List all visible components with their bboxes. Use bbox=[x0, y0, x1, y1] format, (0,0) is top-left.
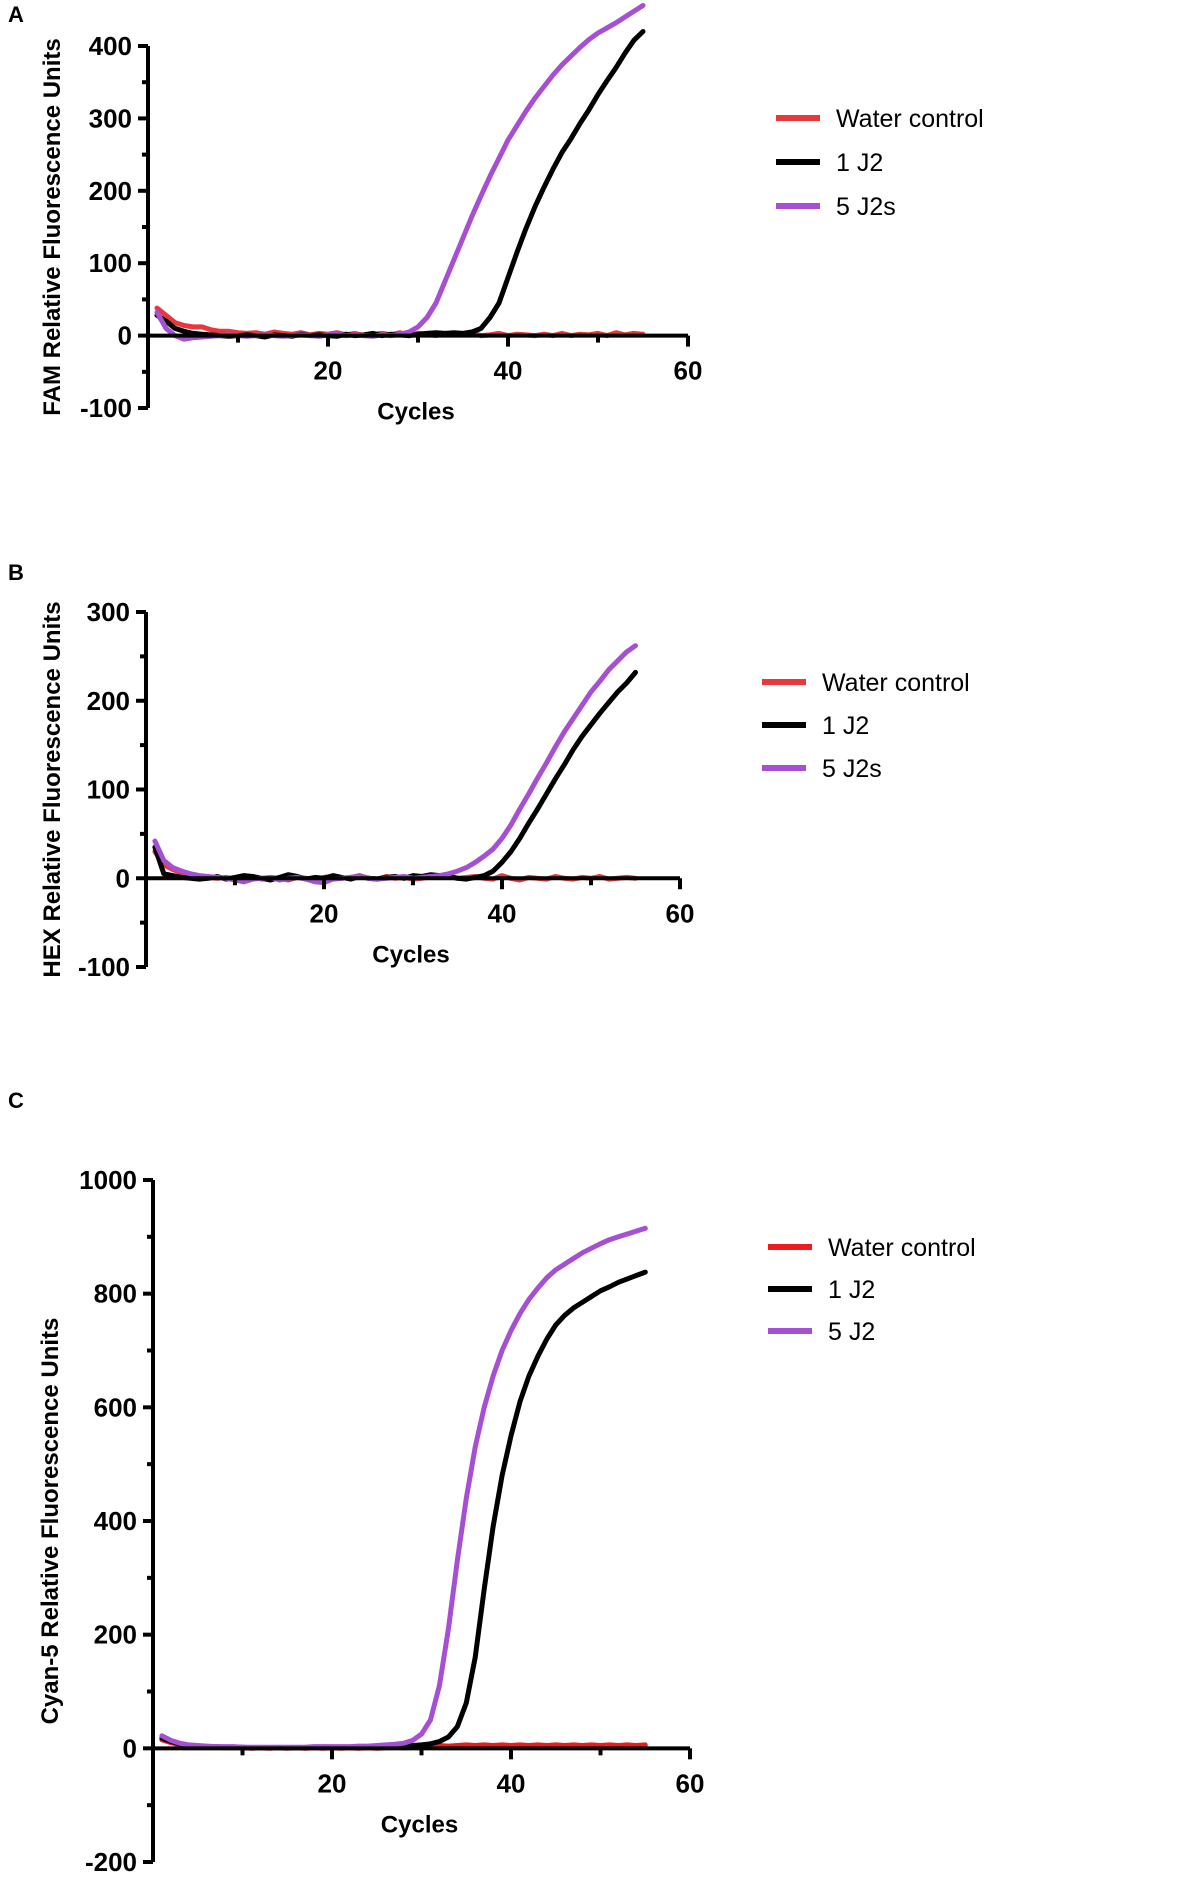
x-tick-label: 60 bbox=[674, 356, 703, 386]
series-line-1-j2 bbox=[152, 669, 638, 883]
x-tick-label: 40 bbox=[494, 356, 523, 386]
panel-c: C 1000 800 600 400 200 0 -200 20 40 60 Cycles Cyan-5… bbox=[0, 1090, 1189, 1889]
x-tick-label: 40 bbox=[497, 1768, 526, 1798]
y-tick-label: -200 bbox=[85, 1847, 137, 1877]
y-tick-label: 800 bbox=[94, 1279, 137, 1309]
y-axis-title: Cyan-5 Relative Fluorescence Units bbox=[37, 1318, 64, 1725]
x-axis-title: Cycles bbox=[377, 399, 454, 426]
legend-label: Water control bbox=[828, 1234, 976, 1262]
y-axis-title: HEX Relative Fluorescence Units bbox=[39, 601, 66, 977]
y-tick-label: 200 bbox=[89, 176, 132, 206]
panel-label: B bbox=[8, 560, 24, 585]
series-line-1-j2 bbox=[154, 29, 646, 340]
x-tick-label: 60 bbox=[676, 1768, 705, 1798]
y-tick-label: 300 bbox=[87, 597, 130, 627]
legend-label: 5 J2s bbox=[836, 193, 896, 221]
y-tick-label: 200 bbox=[87, 686, 130, 716]
legend-label: 1 J2 bbox=[836, 149, 883, 177]
y-tick-label: 600 bbox=[94, 1392, 137, 1422]
chart-a: A 400 300 200 100 0 -100 20 40 60 Cycles FAM Relati… bbox=[8, 2, 984, 426]
y-tick-label: -100 bbox=[80, 393, 132, 423]
y-tick-label: 100 bbox=[87, 775, 130, 805]
y-tick-label: 400 bbox=[94, 1506, 137, 1536]
x-tick-label: 40 bbox=[488, 898, 517, 928]
y-tick-label: 0 bbox=[116, 863, 130, 893]
legend-label: Water control bbox=[822, 669, 970, 697]
legend-label: 1 J2 bbox=[828, 1276, 875, 1304]
x-tick-label: 20 bbox=[310, 898, 339, 928]
legend-label: 5 J2s bbox=[822, 755, 882, 783]
x-axis-title: Cycles bbox=[381, 1811, 458, 1838]
y-tick-label: -100 bbox=[78, 952, 130, 982]
legend-label: 1 J2 bbox=[822, 712, 869, 740]
x-tick-label: 60 bbox=[666, 898, 695, 928]
panel-label: C bbox=[8, 1090, 24, 1113]
series-line-1-j2 bbox=[159, 1269, 648, 1751]
panel-a: A 400 300 200 100 0 -100 20 40 60 Cycles FAM Relati… bbox=[0, 0, 1189, 520]
chart-c: C 1000 800 600 400 200 0 -200 20 40 60 Cycles Cyan-5… bbox=[8, 1090, 976, 1877]
legend-label: 5 J2 bbox=[828, 1318, 875, 1346]
chart-b: B 300 200 100 0 -100 20 40 60 Cycles HEX Relative … bbox=[8, 560, 970, 982]
y-tick-label: 200 bbox=[94, 1620, 137, 1650]
series-line-water-control bbox=[154, 305, 646, 339]
y-tick-label: 0 bbox=[123, 1733, 137, 1763]
y-tick-label: 1000 bbox=[79, 1165, 137, 1195]
panel-b: B 300 200 100 0 -100 20 40 60 Cycles HEX Relative … bbox=[0, 560, 1189, 1040]
y-tick-label: 100 bbox=[89, 248, 132, 278]
y-tick-label: 0 bbox=[118, 321, 132, 351]
panel-label: A bbox=[8, 2, 24, 27]
legend-label: Water control bbox=[836, 105, 984, 133]
x-tick-label: 20 bbox=[318, 1768, 347, 1798]
series-line-5-j2s bbox=[154, 3, 646, 342]
x-axis-title: Cycles bbox=[372, 941, 449, 968]
y-tick-label: 300 bbox=[89, 103, 132, 133]
y-axis-title: FAM Relative Fluorescence Units bbox=[39, 38, 66, 415]
x-tick-label: 20 bbox=[314, 356, 343, 386]
y-tick-label: 400 bbox=[89, 31, 132, 61]
